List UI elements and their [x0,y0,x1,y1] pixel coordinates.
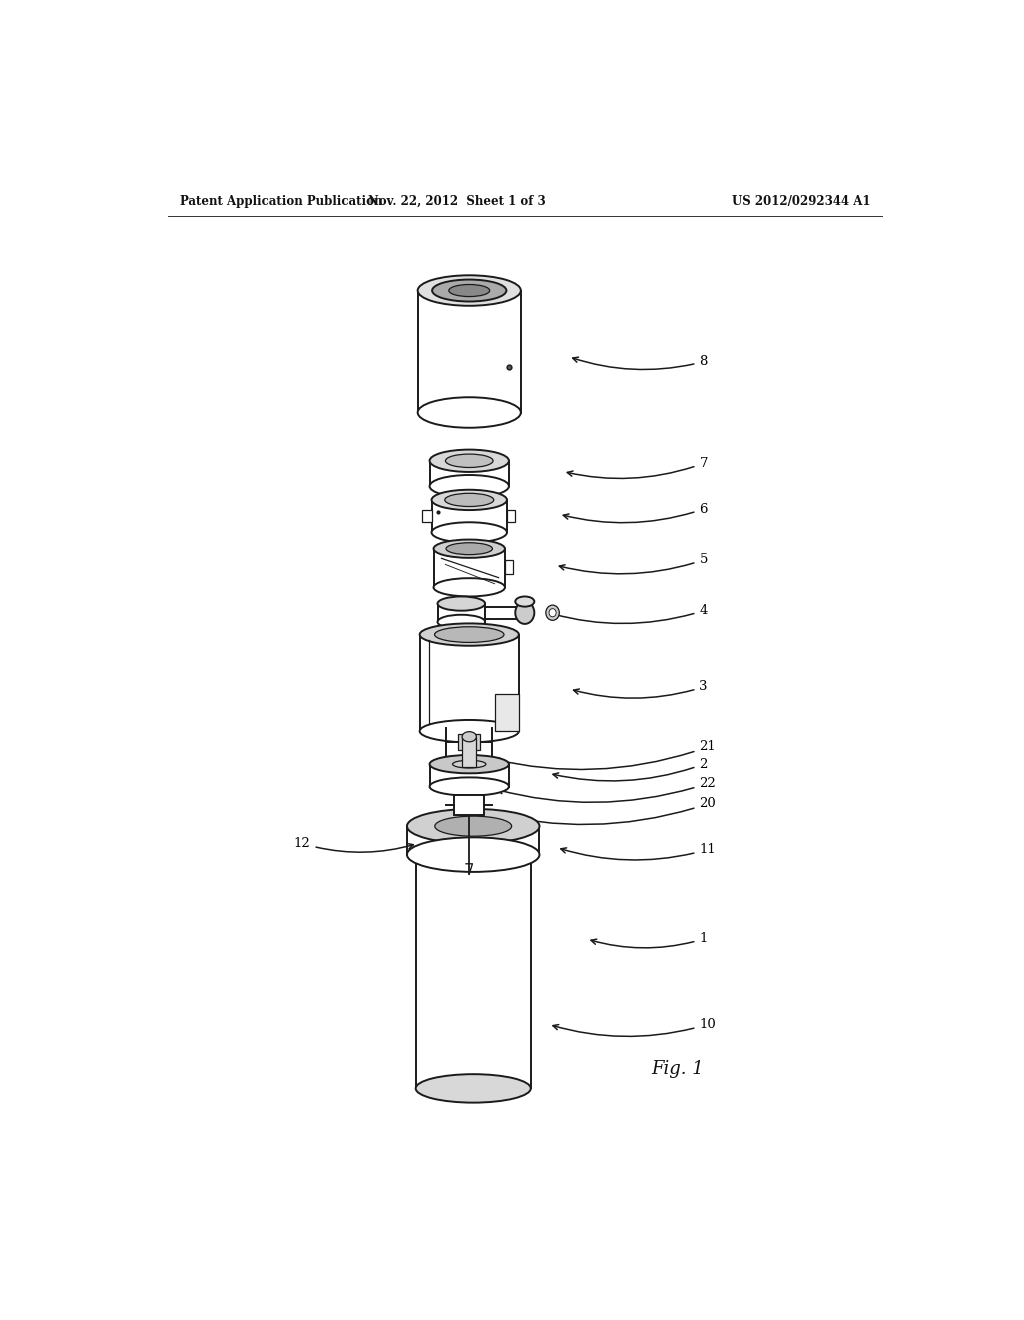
Ellipse shape [437,597,485,611]
Ellipse shape [433,578,505,597]
Text: 11: 11 [561,843,716,861]
FancyBboxPatch shape [407,826,540,854]
Text: 20: 20 [487,797,716,825]
Ellipse shape [416,1074,530,1102]
Text: 7: 7 [567,457,708,478]
Ellipse shape [549,609,556,616]
Ellipse shape [433,540,505,558]
Ellipse shape [462,731,476,742]
Text: 22: 22 [498,777,716,803]
Text: Nov. 22, 2012  Sheet 1 of 3: Nov. 22, 2012 Sheet 1 of 3 [369,194,546,207]
Text: 6: 6 [563,503,708,523]
Ellipse shape [435,816,512,836]
Ellipse shape [444,494,494,507]
Text: Fig. 1: Fig. 1 [652,1060,705,1078]
FancyBboxPatch shape [455,795,484,814]
FancyBboxPatch shape [416,854,530,1089]
FancyBboxPatch shape [485,607,517,619]
FancyBboxPatch shape [505,560,513,574]
FancyBboxPatch shape [507,510,515,523]
Ellipse shape [407,837,540,873]
Text: 4: 4 [553,605,708,623]
Text: Patent Application Publication: Patent Application Publication [179,194,382,207]
Ellipse shape [418,397,521,428]
FancyBboxPatch shape [420,635,519,731]
FancyBboxPatch shape [437,603,485,622]
Text: 3: 3 [573,680,708,698]
Ellipse shape [418,276,521,306]
Text: 5: 5 [559,553,708,574]
FancyBboxPatch shape [422,510,431,523]
Ellipse shape [430,777,509,796]
Ellipse shape [430,475,509,498]
FancyBboxPatch shape [458,734,480,751]
Ellipse shape [432,280,507,301]
Text: 2: 2 [553,758,708,781]
FancyBboxPatch shape [433,549,505,587]
Ellipse shape [434,627,504,643]
Ellipse shape [431,490,507,510]
FancyBboxPatch shape [431,500,507,532]
Text: 10: 10 [553,1018,716,1036]
Ellipse shape [431,523,507,543]
Ellipse shape [416,841,530,869]
Text: 8: 8 [572,355,708,370]
Ellipse shape [445,454,494,467]
Ellipse shape [515,597,535,607]
Ellipse shape [546,605,559,620]
Ellipse shape [449,285,489,297]
Text: 21: 21 [494,741,716,770]
FancyBboxPatch shape [495,694,519,731]
Text: 12: 12 [294,837,414,853]
Text: US 2012/0292344 A1: US 2012/0292344 A1 [731,194,870,207]
FancyBboxPatch shape [462,737,476,767]
Ellipse shape [446,543,493,554]
Text: 1: 1 [591,932,708,948]
Ellipse shape [453,760,486,768]
Ellipse shape [430,450,509,473]
Ellipse shape [437,615,485,630]
Ellipse shape [407,809,540,843]
Ellipse shape [420,719,519,742]
Ellipse shape [430,755,509,774]
Ellipse shape [420,623,519,645]
FancyBboxPatch shape [430,764,509,787]
FancyBboxPatch shape [418,290,521,412]
Ellipse shape [515,602,535,624]
FancyBboxPatch shape [430,461,509,486]
